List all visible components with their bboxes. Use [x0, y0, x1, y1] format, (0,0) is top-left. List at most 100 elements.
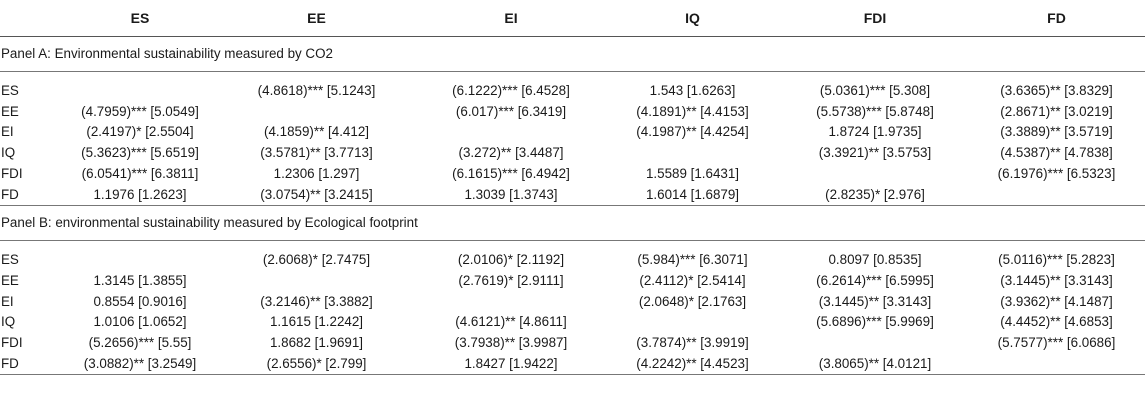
table-cell: (3.6365)** [3.8329]: [1000, 83, 1113, 98]
spacer-cell: [0, 241, 1145, 251]
table-cell: [782, 164, 968, 185]
table-cell: (4.7959)*** [5.0549]: [81, 103, 199, 119]
table-cell: (4.1987)** [4.4254]: [636, 124, 749, 140]
table-cell: (2.7619)* [2.9111]: [458, 272, 564, 288]
table-cell: 1.3145 [1.3855]: [93, 272, 187, 288]
table-cell: (2.8671)** [3.0219]: [1000, 103, 1113, 119]
table-cell: [419, 122, 603, 143]
table-cell: (2.0106)* [2.1192]: [457, 252, 565, 268]
table-cell: [214, 102, 419, 123]
table-cell: (6.017)*** [6.3419]: [455, 103, 567, 119]
table-cell: (5.984)*** [6.3071]: [637, 252, 748, 268]
table-cell: 1.6014 [1.6879]: [603, 184, 782, 207]
table-row: FD 1.1976 [1.2623] (3.0754)** [3.2415] 1.30…: [0, 184, 1145, 207]
table-row: ES (2.6068)* [2.7475] (2.0106)* [2.1192] (5…: [0, 250, 1145, 271]
table-row: IQ (5.3623)*** [5.6519] (3.5781)** [3.7713…: [0, 143, 1145, 164]
table-cell: (3.0882)** [3.2549]: [66, 353, 214, 376]
table-cell: [968, 184, 1145, 207]
table-row: IQ 1.0106 [1.0652] 1.1615 [1.2242] (4.6121)…: [0, 312, 1145, 333]
table-cell: 1.8724 [1.9735]: [828, 124, 922, 140]
table-cell: [603, 143, 782, 164]
table-cell: (2.0648)* [2.1763]: [638, 293, 747, 309]
header-row: ES EE EI IQ FDI FD: [0, 0, 1145, 37]
row-label: ES: [1, 252, 19, 268]
panel-title-row: Panel B: environmental sustainability me…: [0, 205, 1145, 242]
row-label: FD: [0, 353, 66, 376]
table-row: EI 0.8554 [0.9016] (3.2146)** [3.3882] (2.0…: [0, 292, 1145, 313]
table-cell: 0.8097 [0.8535]: [828, 252, 922, 268]
row-label: EI: [1, 293, 14, 309]
table-cell: 1.1615 [1.2242]: [269, 314, 364, 330]
table-cell: (3.0754)** [3.2415]: [214, 184, 419, 207]
table-cell: (4.5387)** [4.7838]: [1000, 145, 1113, 161]
column-header: FDI: [782, 0, 968, 37]
row-label: IQ: [1, 145, 16, 161]
table-row: EE (4.7959)*** [5.0549] (6.017)*** [6.3419…: [0, 102, 1145, 123]
table-cell: (3.3921)** [3.5753]: [818, 145, 932, 161]
spacer-cell: [0, 72, 1145, 82]
table-cell: [782, 333, 968, 354]
table-cell: 1.8682 [1.9691]: [269, 335, 364, 351]
table-cell: (3.2146)** [3.3882]: [260, 293, 373, 309]
spacer-row: [0, 72, 1145, 82]
table-cell: (4.8618)*** [5.1243]: [257, 83, 376, 98]
table-cell: (6.0541)*** [6.3811]: [81, 165, 199, 181]
table-cell: (2.4112)* [2.5414]: [639, 272, 746, 288]
table-row: ES (4.8618)*** [5.1243] (6.1222)*** [6.452…: [0, 81, 1145, 102]
table-row: EE 1.3145 [1.3855] (2.7619)* [2.9111] (2.41…: [0, 271, 1145, 292]
row-label: FD: [0, 184, 66, 207]
table-cell: [66, 81, 214, 102]
column-header: FD: [968, 0, 1145, 37]
table-cell: (3.5781)** [3.7713]: [260, 145, 373, 161]
table-cell: (2.4197)* [2.5504]: [86, 124, 194, 140]
table-cell: [419, 292, 603, 313]
table-cell: (3.8065)** [4.0121]: [782, 353, 968, 376]
table-row: EI (2.4197)* [2.5504] (4.1859)** [4.412] (4…: [0, 122, 1145, 143]
table-cell: 1.0106 [1.0652]: [93, 314, 187, 330]
panel-title-row: Panel A: Environmental sustainability me…: [0, 36, 1145, 72]
table-cell: (5.7577)*** [6.0686]: [997, 335, 1116, 351]
table-cell: (5.0116)*** [5.2823]: [998, 252, 1115, 268]
table-row: FDI (5.2656)*** [5.55] 1.8682 [1.9691] (3.7…: [0, 333, 1145, 354]
column-header: IQ: [603, 0, 782, 37]
table-cell: (3.7874)** [3.9919]: [636, 335, 749, 351]
row-label: FDI: [1, 165, 23, 181]
table-cell: (6.2614)*** [6.5995]: [816, 272, 934, 288]
table-cell: (3.1445)** [3.3143]: [1000, 272, 1113, 288]
table-cell: 0.8554 [0.9016]: [93, 293, 187, 309]
table-cell: (5.0361)*** [5.308]: [819, 83, 931, 98]
table-cell: 1.2306 [1.297]: [273, 165, 360, 181]
table-cell: (4.2242)** [4.4523]: [603, 353, 782, 376]
table-cell: 1.5589 [1.6431]: [645, 165, 740, 181]
table-cell: [968, 353, 1145, 376]
table-cell: (2.8235)* [2.976]: [782, 184, 968, 207]
table-cell: [214, 271, 419, 292]
table-row: FDI (6.0541)*** [6.3811] 1.2306 [1.297] (6.…: [0, 164, 1145, 185]
column-header: [0, 0, 66, 37]
table-cell: [66, 250, 214, 271]
table-cell: (5.5738)*** [5.8748]: [816, 103, 934, 119]
table-cell: (5.3623)*** [5.6519]: [81, 145, 199, 161]
table-cell: (5.6896)*** [5.9969]: [816, 314, 934, 330]
panel-title: Panel B: environmental sustainability me…: [0, 205, 1145, 242]
column-header: EI: [419, 0, 603, 37]
table-cell: (6.1615)*** [6.4942]: [452, 165, 570, 181]
table-cell: (2.6068)* [2.7475]: [262, 252, 371, 268]
table-cell: (2.6556)* [2.799]: [214, 353, 419, 376]
table-cell: (4.6121)** [4.8611]: [455, 314, 567, 330]
table-cell: (3.272)** [3.4487]: [458, 145, 564, 161]
column-header: EE: [214, 0, 419, 37]
table-cell: (4.4452)** [4.6853]: [1000, 314, 1113, 330]
table-cell: (3.3889)** [3.5719]: [1000, 124, 1113, 140]
table-row: FD (3.0882)** [3.2549] (2.6556)* [2.799] 1.…: [0, 353, 1145, 376]
panel-title: Panel A: Environmental sustainability me…: [0, 36, 1145, 72]
table-cell: (6.1222)*** [6.4528]: [452, 83, 570, 98]
table-cell: (4.1859)** [4.412]: [264, 124, 369, 140]
row-label: FDI: [1, 335, 23, 351]
table-cell: (4.1891)** [4.4153]: [636, 103, 749, 119]
column-header: ES: [66, 0, 214, 37]
table-cell: (3.1445)** [3.3143]: [818, 293, 932, 309]
results-table: ES EE EI IQ FDI FD Panel A: Environmenta…: [0, 0, 1145, 376]
table-cell: 1.1976 [1.2623]: [66, 184, 214, 207]
row-label: EI: [1, 124, 14, 140]
